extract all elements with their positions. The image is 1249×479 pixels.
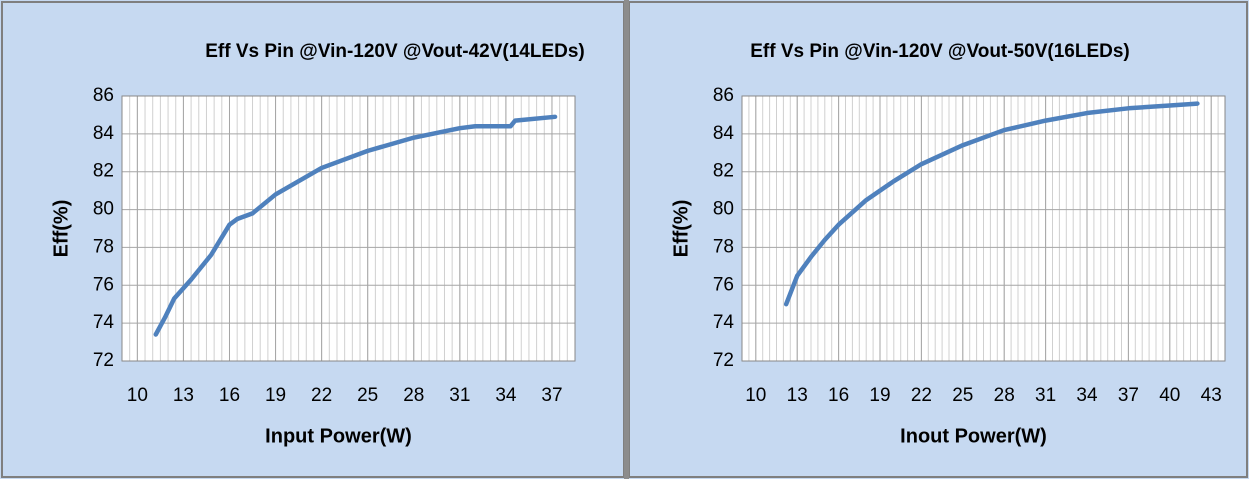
chart-title: Eff Vs Pin @Vin-120V @Vout-42V(14LEDs): [205, 41, 585, 62]
x-tick-label: 19: [265, 385, 286, 406]
y-tick-label: 72: [93, 350, 114, 371]
y-axis-label: Eff(%): [670, 200, 692, 258]
x-tick-label: 25: [357, 385, 378, 406]
y-tick-label: 84: [713, 123, 735, 144]
chart-title: Eff Vs Pin @Vin-120V @Vout-50V(16LEDs): [750, 41, 1130, 62]
x-axis-label: Input Power(W): [265, 425, 412, 447]
x-tick-label: 34: [1076, 385, 1098, 406]
y-tick-label: 72: [713, 350, 734, 371]
plot-border: [741, 95, 1226, 362]
x-tick-label: 28: [403, 385, 424, 406]
x-tick-label: 40: [1159, 385, 1180, 406]
x-tick-label: 34: [495, 385, 517, 406]
x-tick-label: 22: [311, 385, 332, 406]
x-tick-label: 37: [1118, 385, 1139, 406]
y-tick-label: 78: [713, 236, 734, 257]
x-tick-label: 19: [869, 385, 890, 406]
x-tick-label: 31: [1035, 385, 1056, 406]
data-line: [153, 114, 558, 337]
x-tick-label: 16: [219, 385, 240, 406]
x-tick-label: 13: [173, 385, 194, 406]
plot-area: [122, 96, 575, 361]
y-tick-label: 82: [93, 161, 114, 182]
plot-border: [121, 95, 576, 362]
y-tick-label: 80: [713, 199, 734, 220]
y-tick-label: 74: [93, 312, 115, 333]
x-tick-label: 37: [541, 385, 562, 406]
x-tick-label: 31: [449, 385, 470, 406]
y-tick-label: 84: [93, 123, 115, 144]
x-tick-label: 10: [745, 385, 766, 406]
x-tick-label: 13: [787, 385, 808, 406]
x-tick-label: 22: [911, 385, 932, 406]
y-tick-label: 76: [713, 274, 734, 295]
x-axis-label: Inout Power(W): [900, 425, 1047, 447]
x-tick-label: 28: [994, 385, 1015, 406]
y-tick-label: 74: [713, 312, 735, 333]
x-tick-label: 16: [828, 385, 849, 406]
x-tick-label: 25: [952, 385, 973, 406]
y-tick-label: 82: [713, 161, 734, 182]
x-tick-label: 43: [1201, 385, 1222, 406]
x-tick-label: 10: [127, 385, 148, 406]
y-axis-label: Eff(%): [50, 200, 72, 258]
y-tick-label: 78: [93, 236, 114, 257]
y-tick-label: 76: [93, 274, 114, 295]
y-tick-label: 86: [713, 85, 734, 106]
y-tick-label: 86: [93, 85, 114, 106]
y-tick-label: 80: [93, 199, 114, 220]
data-line: [783, 101, 1200, 307]
divider: [624, 0, 629, 479]
